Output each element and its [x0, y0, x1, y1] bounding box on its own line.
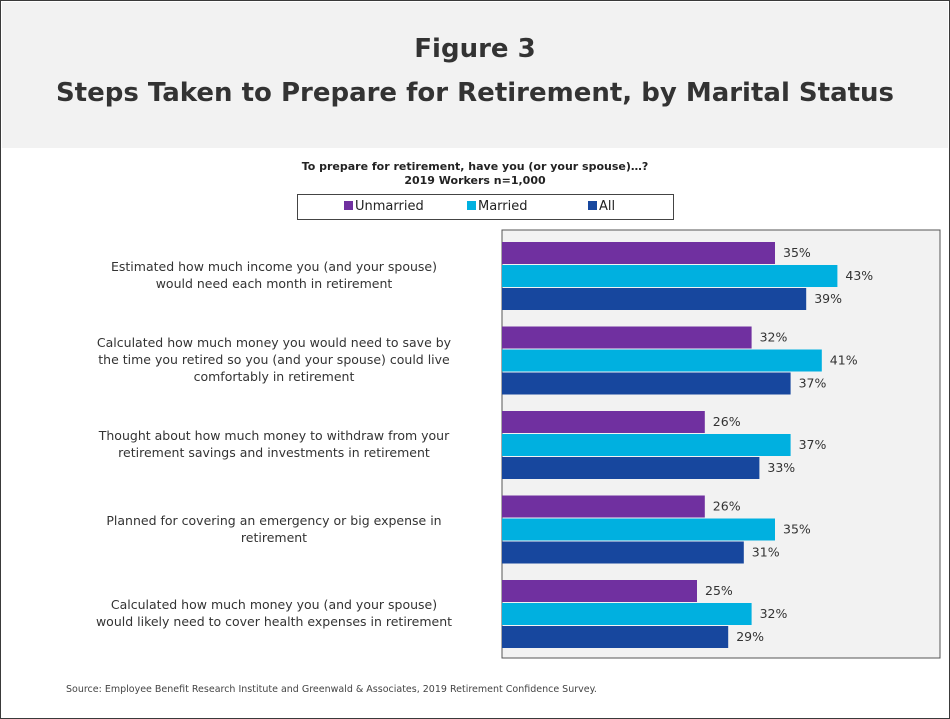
category-label-line: would need each month in retirement — [155, 276, 393, 291]
bar-unmarried-3 — [502, 495, 705, 518]
legend-label-unmarried: Unmarried — [355, 199, 424, 214]
bar-married-2 — [502, 434, 791, 456]
survey-sample: 2019 Workers n=1,000 — [404, 174, 546, 187]
survey-question: To prepare for retirement, have you (or … — [301, 160, 649, 173]
data-label-unmarried-0: 35% — [783, 245, 811, 260]
category-label-line: retirement savings and investments in re… — [118, 445, 430, 460]
bar-all-1 — [502, 372, 791, 395]
figure-number: Figure 3 — [414, 34, 536, 64]
data-label-unmarried-4: 25% — [705, 583, 733, 598]
data-label-married-0: 43% — [845, 268, 873, 283]
category-label-0: Estimated how much income you (and your … — [60, 258, 488, 292]
data-label-married-4: 32% — [760, 606, 788, 621]
legend-item-unmarried: Unmarried — [344, 199, 424, 214]
bar-married-4 — [502, 603, 752, 625]
data-label-all-0: 39% — [814, 291, 842, 306]
bar-married-3 — [502, 518, 775, 541]
data-label-married-2: 37% — [799, 437, 827, 452]
data-label-married-1: 41% — [830, 353, 858, 368]
category-label-line: Calculated how much money you would need… — [96, 335, 452, 350]
bar-all-0 — [502, 288, 807, 310]
bar-all-2 — [502, 457, 760, 479]
category-label-line: Estimated how much income you (and your … — [111, 259, 437, 274]
bar-married-1 — [502, 349, 822, 372]
category-label-2: Thought about how much money to withdraw… — [60, 427, 488, 461]
category-label-3: Planned for covering an emergency or big… — [60, 512, 488, 546]
bar-all-3 — [502, 541, 744, 564]
category-label-line: Calculated how much money you (and your … — [110, 597, 438, 612]
data-label-unmarried-2: 26% — [713, 414, 741, 429]
data-label-all-2: 33% — [767, 460, 795, 475]
legend-swatch-unmarried — [344, 201, 353, 210]
bar-unmarried-4 — [502, 580, 697, 602]
category-label-line: would likely need to cover health expens… — [95, 614, 453, 629]
data-label-all-1: 37% — [799, 376, 827, 391]
legend-swatch-all — [588, 201, 597, 210]
legend: Unmarried Married All — [297, 194, 674, 220]
bar-all-4 — [502, 626, 729, 648]
header-band: Figure 3 Steps Taken to Prepare for Reti… — [2, 2, 948, 148]
category-label-line: Thought about how much money to withdraw… — [98, 428, 450, 443]
data-label-unmarried-3: 26% — [713, 499, 741, 514]
data-label-married-3: 35% — [783, 522, 811, 537]
legend-swatch-married — [467, 201, 476, 210]
category-label-line: the time you retired so you (and your sp… — [98, 352, 450, 367]
data-label-all-3: 31% — [752, 545, 780, 560]
category-label-1: Calculated how much money you would need… — [60, 334, 488, 385]
source-note: Source: Employee Benefit Research Instit… — [66, 684, 597, 695]
bar-married-0 — [502, 265, 838, 287]
chart-title: Steps Taken to Prepare for Retirement, b… — [55, 78, 895, 108]
category-label-4: Calculated how much money you (and your … — [60, 596, 488, 630]
category-label-line: retirement — [240, 529, 308, 545]
legend-label-married: Married — [478, 199, 528, 214]
data-label-unmarried-1: 32% — [760, 330, 788, 345]
legend-label-all: All — [599, 199, 616, 214]
category-label-line: comfortably in retirement — [193, 369, 355, 384]
bar-unmarried-0 — [502, 242, 775, 264]
data-label-all-4: 29% — [736, 629, 764, 644]
legend-item-married: Married — [467, 199, 528, 214]
category-label-line: Planned for covering an emergency or big… — [106, 512, 442, 528]
bar-unmarried-2 — [502, 411, 705, 433]
bar-unmarried-1 — [502, 326, 752, 349]
legend-item-all: All — [588, 199, 615, 214]
